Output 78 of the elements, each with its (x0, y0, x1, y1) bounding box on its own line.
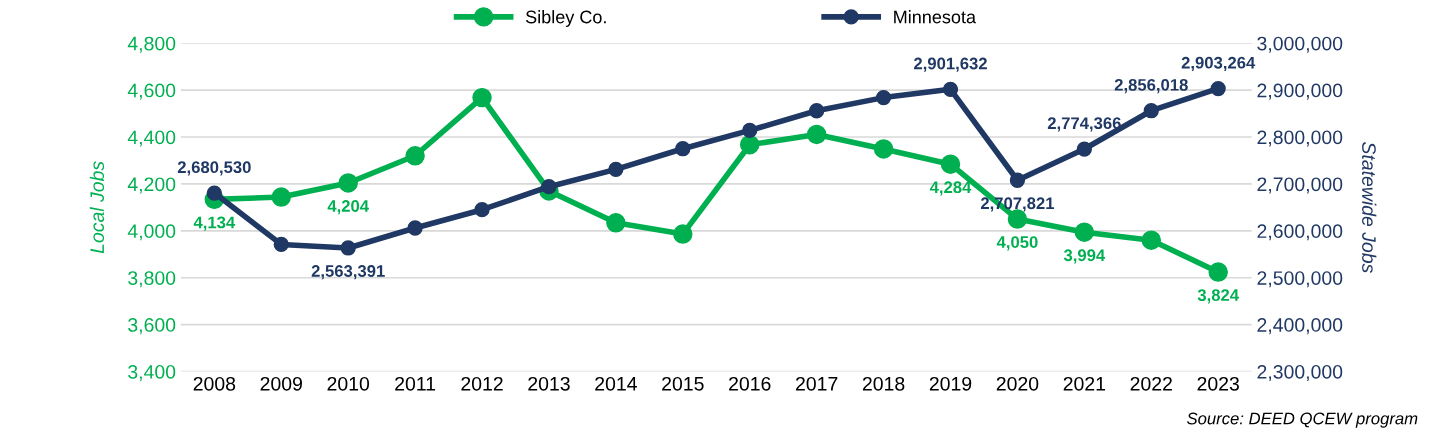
point (1208, 262, 1228, 282)
point (206, 185, 222, 201)
x-tick-label: 2009 (260, 376, 302, 391)
x-tick-label: 2010 (327, 376, 370, 391)
point (673, 224, 693, 244)
point (1074, 222, 1095, 242)
y2-tick-label: 2,300,000 (1257, 364, 1343, 382)
data-label: 2,901,632 (914, 57, 987, 72)
data-label: 3,824 (1197, 289, 1239, 304)
point (875, 89, 892, 106)
data-label: 4,050 (996, 236, 1038, 251)
point (608, 161, 624, 178)
data-label: 2,563,391 (311, 265, 385, 280)
point (873, 139, 894, 159)
data-label: 2,774,366 (1047, 117, 1121, 132)
x-tick-label: 2019 (929, 376, 972, 391)
data-label: 3,994 (1063, 249, 1106, 264)
point (405, 146, 425, 166)
y2-axis-title: Statewide Jobs (1362, 141, 1377, 273)
x-tick-label: 2023 (1197, 376, 1239, 391)
y2-tick-label: 2,600,000 (1257, 224, 1343, 241)
y2-tick-label: 2,800,000 (1257, 130, 1343, 147)
point (273, 236, 289, 253)
point (742, 122, 758, 139)
point (806, 124, 827, 145)
x-tick-label: 2013 (528, 376, 570, 391)
y2-tick-label: 2,400,000 (1257, 318, 1343, 335)
legend-label: Sibley Co. (525, 10, 606, 27)
point (541, 179, 557, 195)
y-tick-label: 4,800 (127, 36, 176, 53)
point (340, 240, 356, 256)
y-tick-label: 4,400 (127, 130, 176, 147)
legend-label: Minnesota (894, 10, 977, 24)
point (940, 154, 961, 174)
point (942, 81, 959, 97)
y2-tick-label: 2,500,000 (1257, 271, 1343, 288)
y-tick-label: 3,800 (128, 271, 176, 288)
y2-tick-label: 2,900,000 (1257, 83, 1343, 100)
point (1076, 141, 1092, 157)
point (740, 135, 760, 155)
data-label: 2,680,530 (177, 161, 251, 176)
data-label: 2,903,264 (1181, 56, 1256, 72)
x-tick-label: 2021 (1063, 376, 1106, 391)
point (606, 213, 626, 233)
x-tick-label: 2017 (796, 376, 838, 391)
y-tick-label: 3,600 (128, 318, 176, 335)
data-label: 4,134 (193, 216, 236, 231)
point (472, 87, 492, 108)
y2-tick-label: 2,700,000 (1257, 177, 1343, 194)
x-tick-label: 2022 (1130, 376, 1172, 391)
point (1141, 230, 1161, 250)
source-note: Source: DEED QCEW program (1186, 412, 1418, 428)
x-tick-label: 2018 (862, 376, 905, 391)
point (338, 173, 358, 193)
x-tick-label: 2008 (193, 376, 236, 391)
point (809, 103, 825, 119)
y2-tick-label: 3,000,000 (1257, 36, 1343, 53)
point (1143, 103, 1159, 119)
x-tick-label: 2011 (395, 376, 436, 391)
point (1009, 172, 1026, 188)
point (1210, 80, 1226, 97)
point (675, 141, 691, 157)
y-axis-title: Local Jobs (89, 161, 105, 254)
y-tick-label: 3,400 (128, 364, 176, 382)
x-tick-label: 2015 (662, 376, 704, 391)
data-label: 2,856,018 (1114, 78, 1188, 94)
y-tick-label: 4,200 (127, 177, 176, 194)
y-tick-label: 4,600 (127, 83, 176, 100)
x-tick-label: 2012 (461, 376, 503, 391)
y-tick-label: 4,000 (127, 224, 176, 241)
x-tick-label: 2020 (996, 376, 1039, 391)
point (407, 220, 423, 236)
point (474, 202, 490, 218)
point (271, 187, 291, 207)
x-tick-label: 2016 (729, 376, 771, 391)
x-tick-label: 2014 (595, 376, 637, 391)
data-label: 4,204 (327, 200, 369, 215)
data-label: 4,284 (929, 181, 972, 196)
